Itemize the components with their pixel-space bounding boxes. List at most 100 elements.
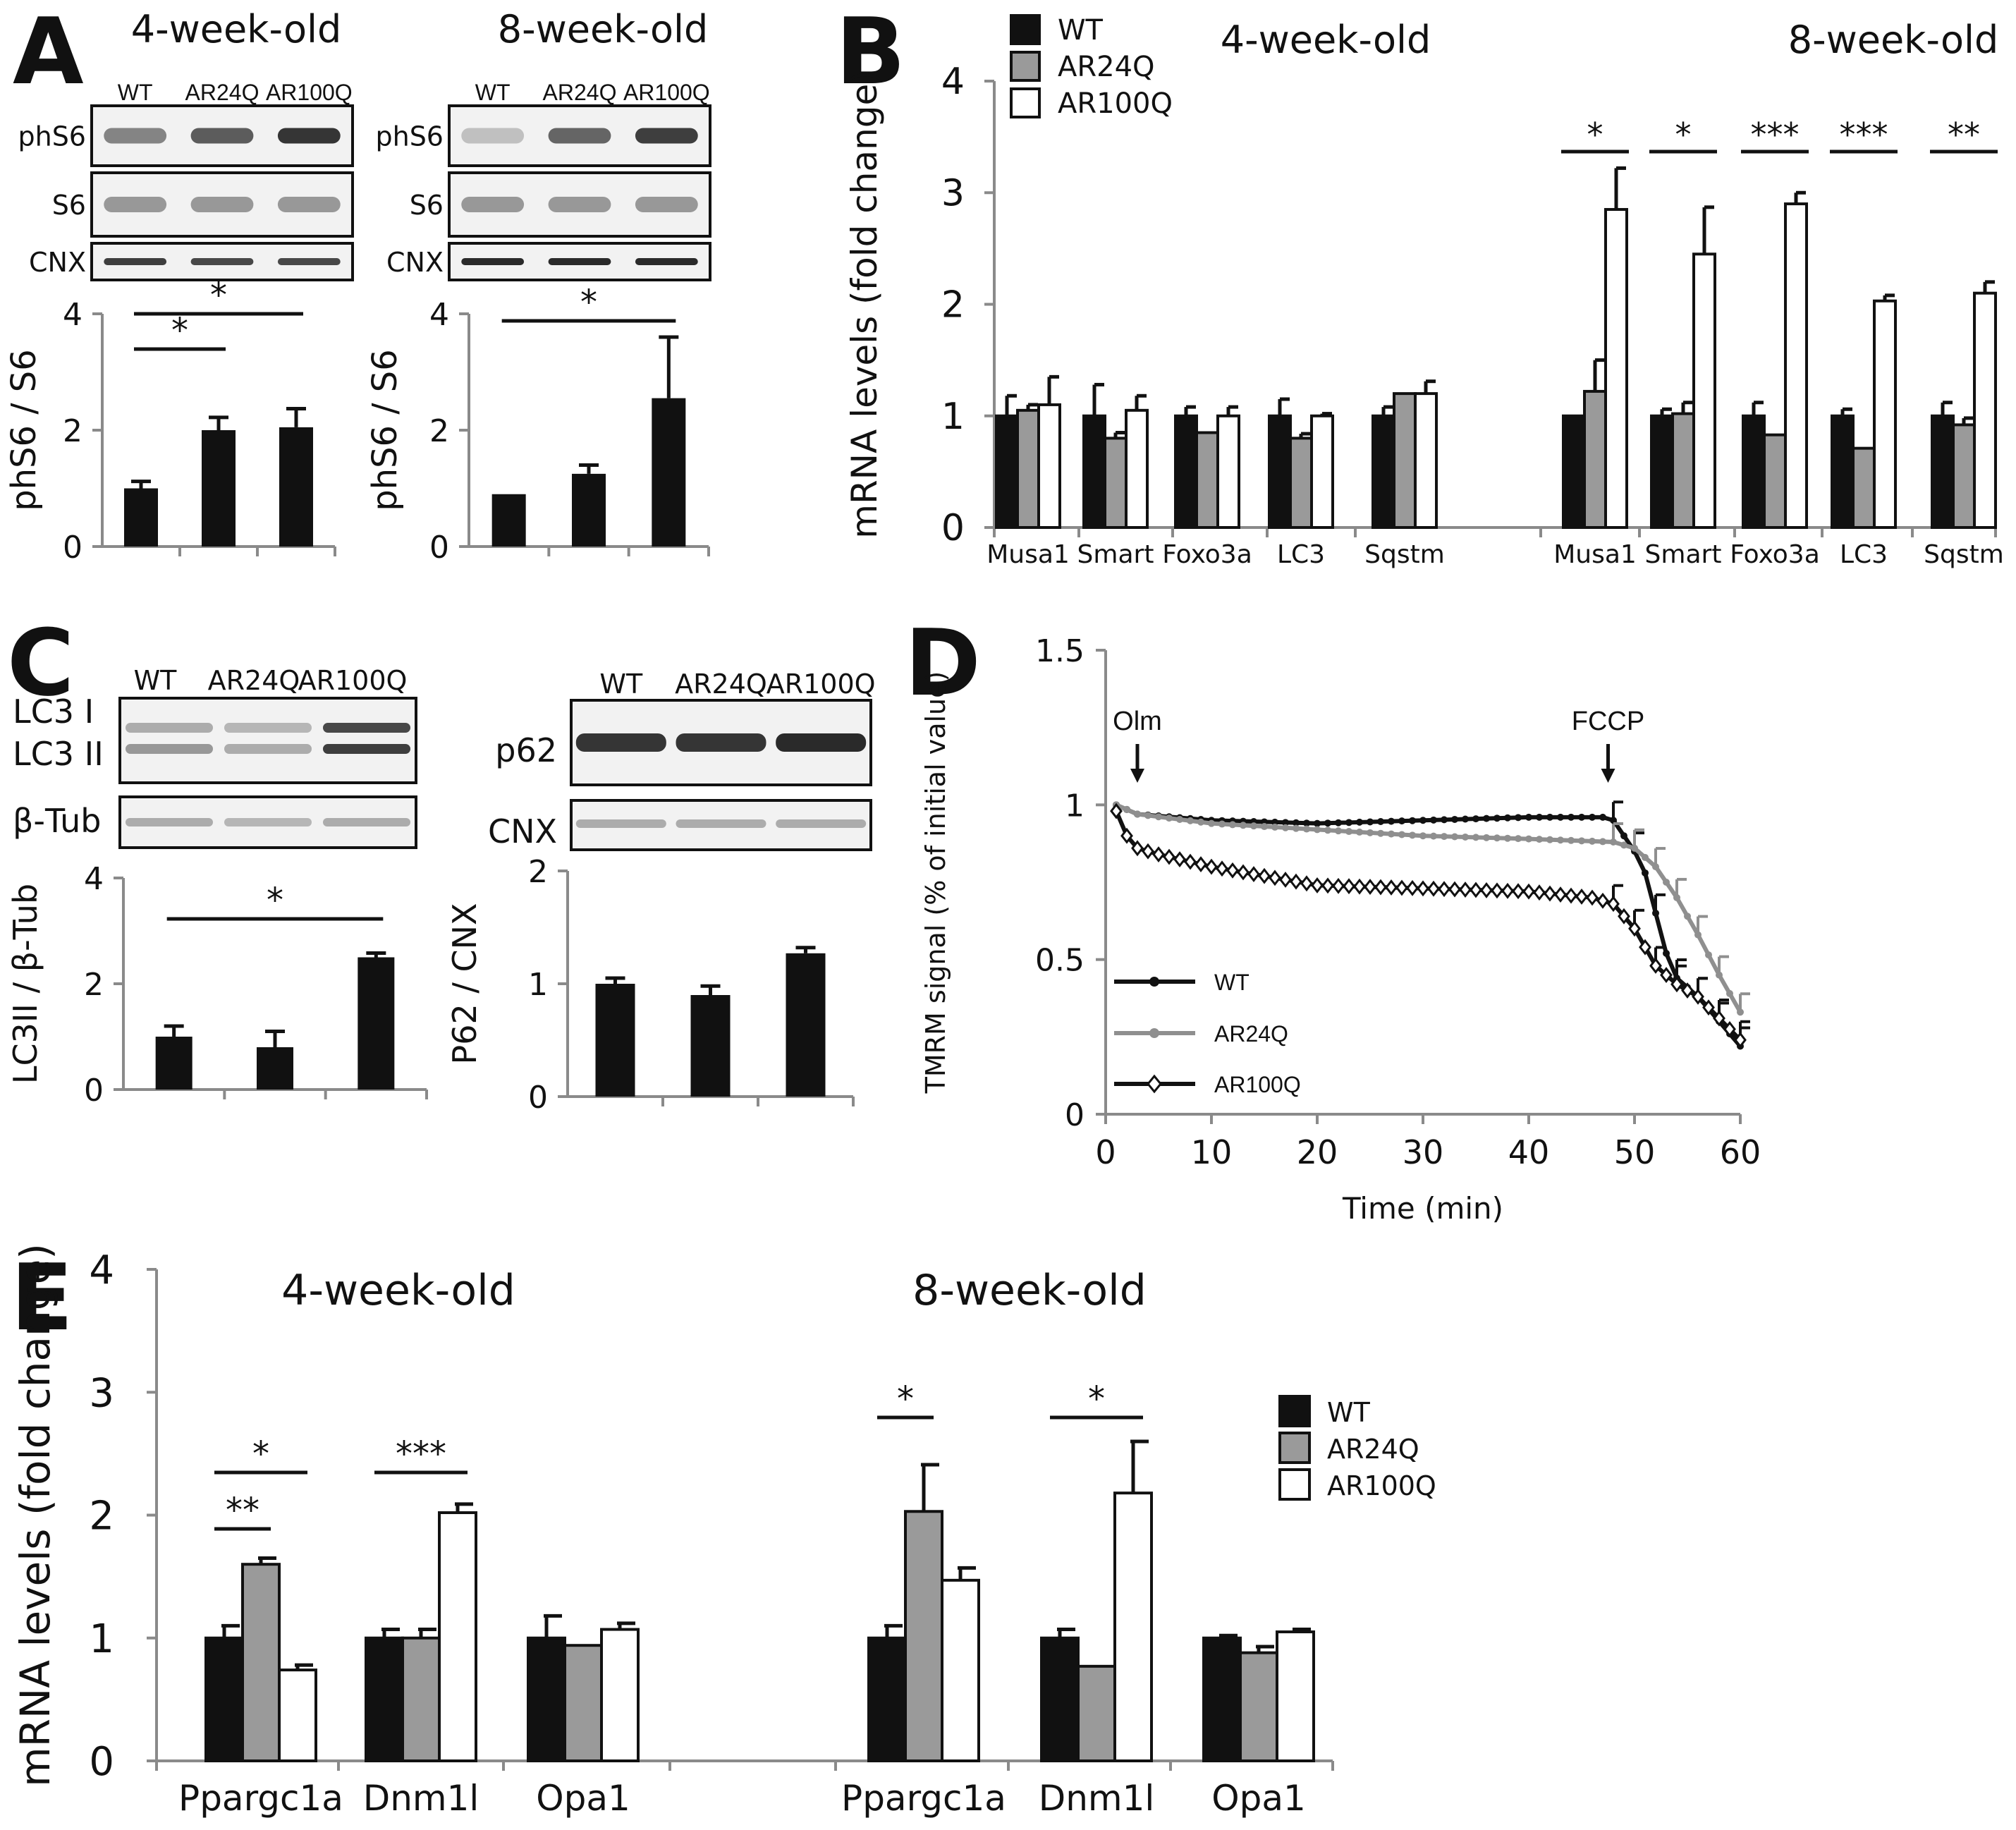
y-axis-label: P62 / CNX — [446, 903, 484, 1064]
blot-phs6-band — [635, 128, 698, 144]
blot-s6-frame — [90, 171, 354, 238]
blot-row-label: LC3 II — [13, 735, 104, 773]
bar-ar100q — [1037, 403, 1061, 529]
bar-ar100q — [1113, 1492, 1153, 1762]
bar-ar100q — [1973, 291, 1997, 529]
blot-cnx-frame — [570, 799, 872, 851]
series-point-wt — [1462, 815, 1469, 823]
band-btub — [224, 818, 312, 826]
series-point-ar100q — [1237, 864, 1250, 881]
y-tick-label: 0 — [429, 530, 449, 566]
series-point-ar100q — [1660, 967, 1673, 984]
series-point-wt — [1620, 832, 1627, 840]
bar — [155, 1037, 193, 1090]
series-point-ar24q — [1589, 837, 1596, 845]
series-point-ar24q — [1737, 1008, 1744, 1016]
series-point-wt — [1536, 813, 1543, 821]
bar-ar100q — [1310, 414, 1334, 529]
y-tick-label: 0 — [84, 1073, 104, 1109]
y-tick-label: 4 — [941, 61, 965, 103]
series-line-wt — [1115, 803, 1742, 1048]
legend-marker — [1149, 977, 1159, 987]
y-tick-label: 2 — [429, 413, 449, 449]
band-cnx — [776, 819, 867, 828]
series-point-wt — [1589, 813, 1596, 821]
bar-wt — [1372, 414, 1395, 529]
series-point-ar24q — [1652, 863, 1659, 871]
blot-row-label: p62 — [495, 731, 557, 769]
blot-s6-band — [635, 197, 698, 212]
lane-label: AR100Q — [298, 665, 408, 696]
y-axis-label: TMRM signal (% of initial value) — [920, 671, 951, 1094]
series-point-ar24q — [1483, 834, 1490, 841]
series-point-ar24q — [1240, 822, 1247, 829]
legend-swatch — [1278, 1395, 1311, 1427]
series-point-ar100q — [1596, 892, 1609, 909]
series-point-ar100q — [1195, 856, 1207, 873]
bar-ar100q — [941, 1578, 980, 1763]
series-point-ar24q — [1388, 830, 1395, 838]
bar-ar24q — [1393, 392, 1417, 529]
series-point-ar24q — [1684, 913, 1691, 920]
band-p62 — [676, 733, 766, 752]
series-point-ar24q — [1208, 819, 1215, 827]
lane-label: AR24Q — [543, 80, 617, 105]
series-point-ar24q — [1293, 824, 1300, 832]
panel-a-right-chart: 0 2 4 phS6 / S6 * — [365, 283, 710, 566]
y-tick-label: 2 — [941, 284, 965, 327]
significance-label: * — [580, 283, 597, 322]
series-point-wt — [1599, 813, 1606, 821]
x-tick-label: Musa1 — [1553, 540, 1637, 569]
bar-ar24q — [563, 1644, 603, 1763]
bar-ar100q — [1692, 252, 1716, 529]
x-tick-label: 0 — [1095, 1133, 1116, 1171]
y-tick-label: 1 — [941, 396, 965, 438]
x-tick-label: Foxo3a — [1730, 540, 1820, 569]
x-tick-label: Smart — [1645, 540, 1722, 569]
series-point-ar100q — [1427, 880, 1440, 897]
x-tick-label: Musa1 — [986, 540, 1070, 569]
series-point-ar24q — [1250, 822, 1257, 830]
bar-wt — [1742, 414, 1766, 529]
bar-ar100q — [278, 1669, 317, 1762]
x-tick-label: LC3 — [1277, 540, 1325, 569]
y-tick-label: 4 — [429, 297, 449, 333]
series-point-ar100q — [1343, 878, 1355, 895]
panel-c-p62-chart: 0 1 2 P62 / CNX — [446, 854, 855, 1116]
legend-label: AR100Q — [1327, 1470, 1436, 1501]
x-axis-label: Time (min) — [1342, 1191, 1503, 1226]
y-tick-label: 0 — [89, 1739, 114, 1785]
lane-label: WT — [118, 80, 153, 105]
series-point-ar100q — [1723, 1020, 1736, 1037]
y-axis-label: mRNA levels (fold change) — [844, 70, 885, 539]
blot-row-label: CNX — [488, 812, 557, 850]
series-point-ar100q — [1279, 872, 1292, 888]
y-tick-label: 2 — [528, 854, 548, 890]
blot-cnx-band — [635, 258, 698, 265]
bar — [124, 488, 158, 547]
series-point-ar100q — [1131, 840, 1144, 857]
series-point-ar100q — [1639, 939, 1651, 956]
x-tick-label: Smart — [1077, 540, 1154, 569]
series-point-ar24q — [1504, 834, 1511, 842]
bar — [572, 473, 606, 547]
bar-ar100q — [1414, 392, 1438, 529]
lane-label: AR24Q — [208, 665, 300, 696]
x-tick-label: Dnm1l — [363, 1778, 479, 1819]
bar-ar24q — [1671, 412, 1695, 530]
y-tick-label: 0 — [1065, 1097, 1085, 1133]
bar-ar100q — [1276, 1630, 1315, 1763]
series-point-wt — [1303, 819, 1310, 827]
x-tick-label: 60 — [1720, 1133, 1761, 1171]
x-tick-label: Foxo3a — [1162, 540, 1252, 569]
series-point-wt — [1398, 817, 1405, 825]
blot-s6-frame — [448, 171, 711, 238]
bar — [202, 430, 236, 547]
blot-cnx-band — [104, 258, 167, 265]
y-axis-label: mRNA levels (fold change) — [11, 1243, 59, 1787]
series-point-wt — [1472, 815, 1479, 823]
annotation-label: FCCP — [1572, 707, 1644, 736]
blot-s6-band — [461, 197, 525, 212]
